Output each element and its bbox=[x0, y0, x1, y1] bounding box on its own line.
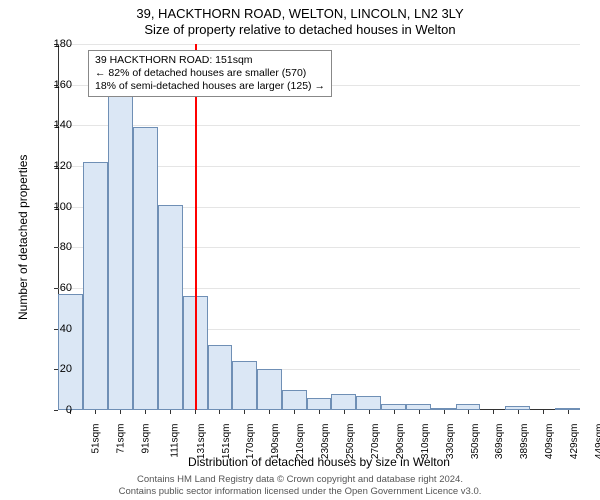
x-tick bbox=[568, 410, 569, 414]
histogram-bar bbox=[307, 398, 332, 410]
x-tick-label: 409sqm bbox=[544, 424, 555, 460]
footer-line1: Contains HM Land Registry data © Crown c… bbox=[0, 474, 600, 486]
y-axis-label: Number of detached properties bbox=[16, 155, 30, 320]
y-tick-label: 40 bbox=[42, 323, 72, 335]
x-tick bbox=[294, 410, 295, 414]
x-tick bbox=[543, 410, 544, 414]
plot-area: 39 HACKTHORN ROAD: 151sqm← 82% of detach… bbox=[58, 44, 580, 410]
chart-area: 39 HACKTHORN ROAD: 151sqm← 82% of detach… bbox=[58, 44, 580, 410]
x-tick bbox=[95, 410, 96, 414]
histogram-bar bbox=[331, 394, 356, 410]
y-tick-label: 20 bbox=[42, 363, 72, 375]
x-tick-label: 389sqm bbox=[519, 424, 530, 460]
x-tick-label: 290sqm bbox=[395, 424, 406, 460]
x-tick-label: 350sqm bbox=[470, 424, 481, 460]
x-tick-label: 250sqm bbox=[345, 424, 356, 460]
x-tick-label: 131sqm bbox=[196, 424, 207, 460]
y-tick-label: 60 bbox=[42, 282, 72, 294]
histogram-bar bbox=[158, 205, 183, 410]
x-tick-label: 230sqm bbox=[320, 424, 331, 460]
histogram-bar bbox=[232, 361, 257, 410]
histogram-bar bbox=[257, 369, 282, 410]
chart-title-line1: 39, HACKTHORN ROAD, WELTON, LINCOLN, LN2… bbox=[10, 6, 590, 21]
x-tick-label: 310sqm bbox=[420, 424, 431, 460]
x-tick-label: 429sqm bbox=[569, 424, 580, 460]
x-tick bbox=[195, 410, 196, 414]
x-tick bbox=[493, 410, 494, 414]
histogram-bar bbox=[83, 162, 108, 410]
x-tick bbox=[145, 410, 146, 414]
x-tick-label: 270sqm bbox=[370, 424, 381, 460]
reference-line bbox=[195, 44, 197, 410]
x-tick-label: 330sqm bbox=[445, 424, 456, 460]
x-tick bbox=[269, 410, 270, 414]
histogram-bar bbox=[58, 294, 83, 410]
gridline bbox=[58, 44, 580, 45]
x-tick-label: 369sqm bbox=[494, 424, 505, 460]
x-tick bbox=[468, 410, 469, 414]
histogram-bar bbox=[133, 127, 158, 410]
x-tick bbox=[244, 410, 245, 414]
histogram-bar bbox=[356, 396, 381, 410]
x-tick-label: 91sqm bbox=[141, 424, 152, 454]
x-tick-label: 210sqm bbox=[295, 424, 306, 460]
x-tick bbox=[219, 410, 220, 414]
x-tick bbox=[319, 410, 320, 414]
x-tick bbox=[344, 410, 345, 414]
x-tick-label: 71sqm bbox=[116, 424, 127, 454]
y-tick-label: 120 bbox=[42, 160, 72, 172]
chart-title-block: 39, HACKTHORN ROAD, WELTON, LINCOLN, LN2… bbox=[0, 0, 600, 39]
x-tick bbox=[444, 410, 445, 414]
annotation-box: 39 HACKTHORN ROAD: 151sqm← 82% of detach… bbox=[88, 50, 332, 97]
x-tick bbox=[170, 410, 171, 414]
x-tick bbox=[518, 410, 519, 414]
chart-title-line2: Size of property relative to detached ho… bbox=[10, 22, 590, 37]
x-tick bbox=[419, 410, 420, 414]
y-tick-label: 180 bbox=[42, 38, 72, 50]
annotation-line3: 18% of semi-detached houses are larger (… bbox=[95, 80, 325, 93]
x-tick bbox=[369, 410, 370, 414]
x-tick bbox=[120, 410, 121, 414]
x-tick-label: 111sqm bbox=[170, 424, 181, 458]
x-tick-label: 449sqm bbox=[594, 424, 600, 460]
y-tick-label: 80 bbox=[42, 241, 72, 253]
y-tick-label: 100 bbox=[42, 201, 72, 213]
x-tick bbox=[394, 410, 395, 414]
histogram-bar bbox=[282, 390, 307, 410]
x-tick-label: 151sqm bbox=[221, 424, 232, 460]
annotation-line1: 39 HACKTHORN ROAD: 151sqm bbox=[95, 54, 325, 67]
x-tick-label: 51sqm bbox=[91, 424, 102, 454]
x-tick-label: 190sqm bbox=[270, 424, 281, 460]
y-tick-label: 160 bbox=[42, 79, 72, 91]
footer-line2: Contains public sector information licen… bbox=[0, 486, 600, 498]
y-tick-label: 0 bbox=[42, 404, 72, 416]
histogram-bar bbox=[208, 345, 232, 410]
annotation-line2: ← 82% of detached houses are smaller (57… bbox=[95, 67, 325, 80]
histogram-bar bbox=[108, 95, 133, 410]
x-tick-label: 170sqm bbox=[245, 424, 256, 460]
y-tick-label: 140 bbox=[42, 119, 72, 131]
gridline bbox=[58, 125, 580, 126]
footer-attribution: Contains HM Land Registry data © Crown c… bbox=[0, 474, 600, 498]
